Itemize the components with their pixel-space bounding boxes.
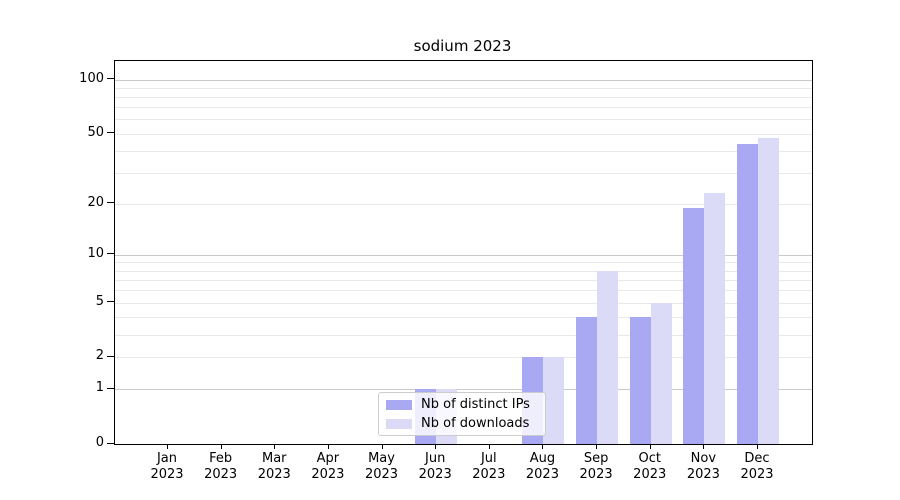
y-tick-label: 2 (95, 348, 104, 364)
x-tick-label: Sep 2023 (579, 451, 613, 482)
bar-nb-of-distinct-ips (683, 207, 705, 444)
x-tick-label: Jan 2023 (150, 451, 184, 482)
bar-nb-of-distinct-ips (576, 316, 598, 444)
x-tick-label: Oct 2023 (633, 451, 667, 482)
y-tick-mark (107, 442, 114, 444)
chart-title: sodium 2023 (413, 37, 512, 55)
minor-gridline (115, 262, 812, 264)
bar-nb-of-downloads (597, 270, 619, 444)
legend-item-distinct-ips: Nb of distinct IPs (386, 396, 545, 412)
y-tick-label: 5 (95, 293, 104, 309)
x-tick-mark (649, 444, 651, 449)
bar-nb-of-downloads (543, 357, 565, 444)
bar-nb-of-downloads (650, 302, 672, 444)
legend-item-downloads: Nb of downloads (386, 415, 545, 431)
minor-gridline (115, 119, 812, 121)
x-tick-label: Mar 2023 (257, 451, 291, 482)
minor-gridline (115, 87, 812, 89)
x-tick-label: Apr 2023 (311, 451, 345, 482)
major-gridline (115, 254, 812, 256)
minor-gridline (115, 290, 812, 292)
minor-gridline (115, 357, 812, 359)
x-tick-mark (220, 444, 222, 449)
x-tick-label: Nov 2023 (686, 451, 720, 482)
y-tick-label: 10 (87, 245, 104, 261)
y-tick-label: 50 (87, 124, 104, 140)
y-tick-label: 0 (95, 435, 104, 450)
legend-label-distinct-ips: Nb of distinct IPs (421, 396, 530, 412)
minor-gridline (115, 172, 812, 174)
bar-nb-of-downloads (757, 138, 779, 444)
x-tick-mark (488, 444, 490, 449)
y-tick-mark (107, 78, 114, 80)
legend-swatch-distinct-ips-icon (386, 399, 412, 410)
minor-gridline (115, 302, 812, 304)
minor-gridline (115, 150, 812, 152)
minor-gridline (115, 97, 812, 99)
minor-gridline (115, 203, 812, 205)
x-tick-mark (274, 444, 276, 449)
x-tick-mark (435, 444, 437, 449)
x-tick-mark (381, 444, 383, 449)
x-tick-label: May 2023 (364, 451, 399, 482)
y-tick-label: 1 (95, 380, 104, 396)
major-gridline (115, 389, 812, 391)
x-tick-label: Aug 2023 (525, 451, 559, 482)
legend: Nb of distinct IPs Nb of downloads (378, 392, 546, 436)
legend-swatch-downloads-icon (386, 418, 412, 429)
plot-area (114, 60, 813, 445)
x-tick-mark (703, 444, 705, 449)
bar-nb-of-downloads (704, 193, 726, 444)
y-tick-label: 20 (87, 194, 104, 210)
minor-gridline (115, 270, 812, 272)
x-tick-mark (756, 444, 758, 449)
legend-label-downloads: Nb of downloads (421, 415, 530, 431)
x-tick-label: Jul 2023 (472, 451, 506, 482)
y-tick-mark (107, 253, 114, 255)
x-tick-label: Feb 2023 (204, 451, 238, 482)
minor-gridline (115, 133, 812, 135)
x-tick-mark (167, 444, 168, 449)
minor-gridline (115, 334, 812, 336)
y-tick-mark (107, 355, 114, 357)
y-tick-label: 100 (79, 70, 104, 86)
bar-nb-of-distinct-ips (629, 316, 651, 444)
minor-gridline (115, 279, 812, 281)
y-tick-mark (107, 301, 114, 303)
y-tick-mark (107, 387, 114, 389)
x-tick-label: Dec 2023 (740, 451, 774, 482)
x-tick-mark (596, 444, 598, 449)
x-tick-label: Jun 2023 (418, 451, 452, 482)
y-tick-mark (107, 202, 114, 204)
major-gridline (115, 79, 812, 81)
bar-nb-of-distinct-ips (736, 143, 758, 444)
x-tick-mark (327, 444, 329, 449)
minor-gridline (115, 316, 812, 318)
minor-gridline (115, 107, 812, 109)
x-tick-mark (542, 444, 544, 449)
y-tick-mark (107, 132, 114, 134)
